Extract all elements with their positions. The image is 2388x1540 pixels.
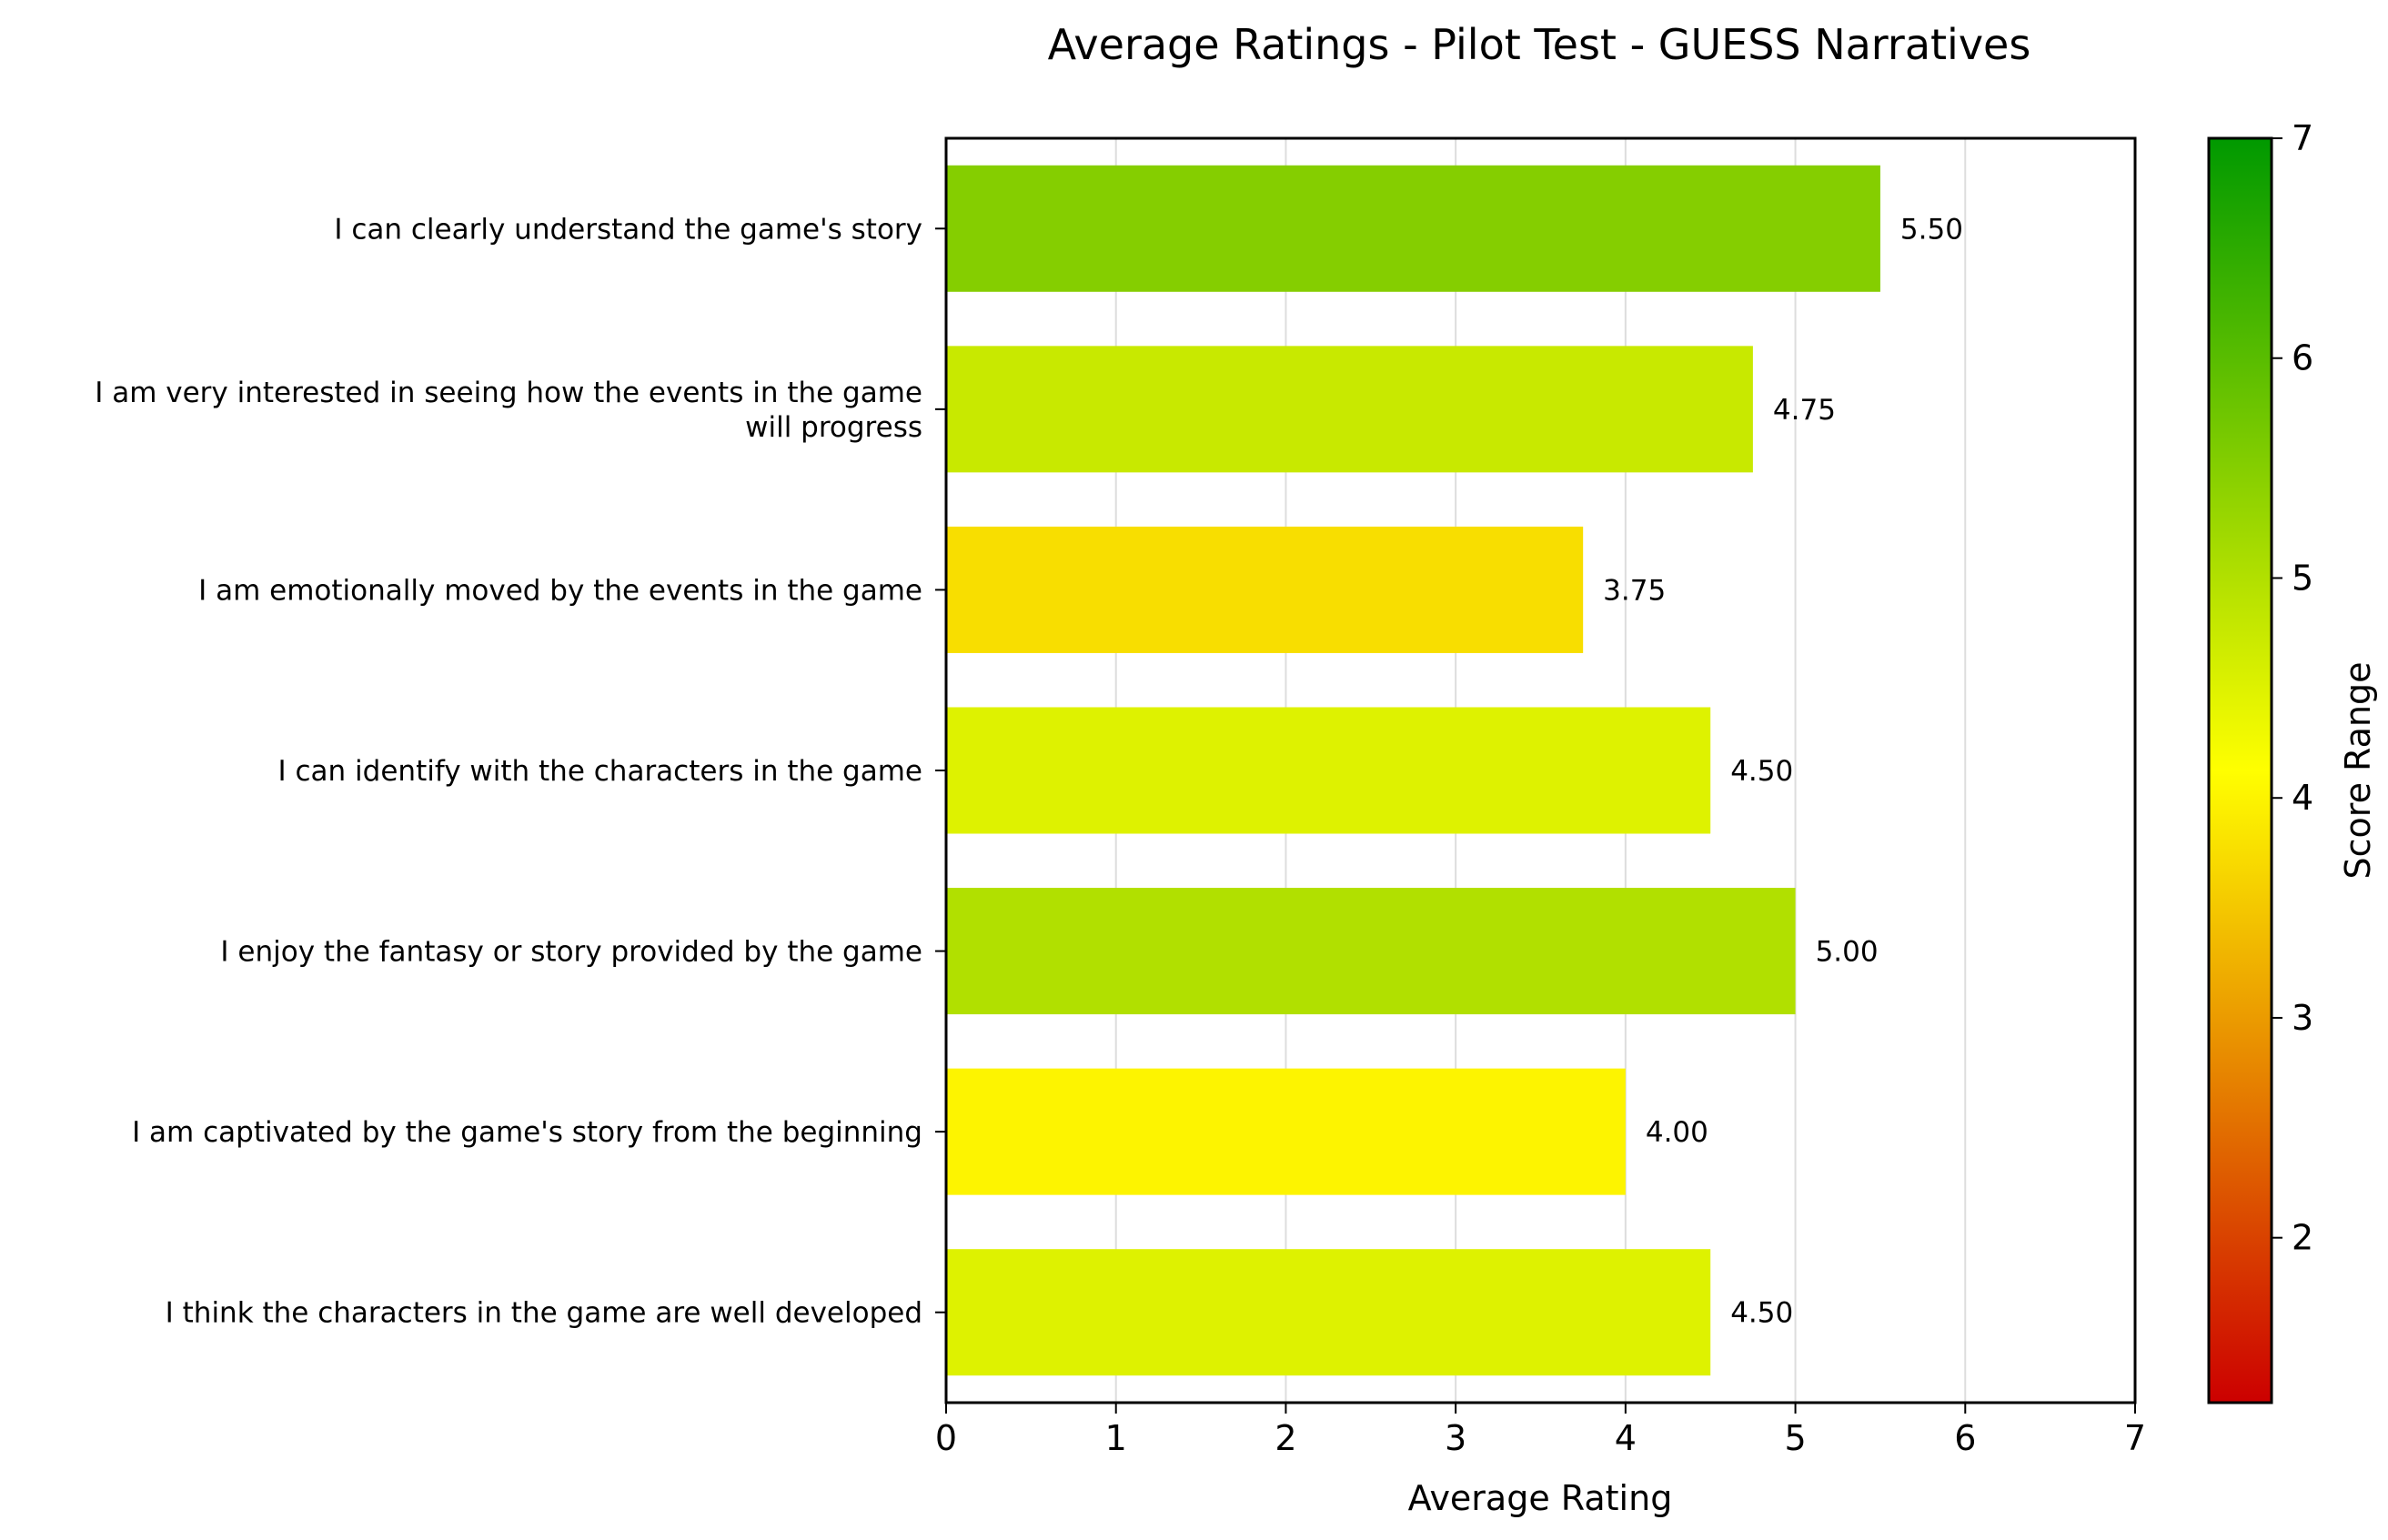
- colorbar-tick-label: 2: [2292, 1218, 2313, 1258]
- bar: [946, 1249, 1711, 1376]
- bar: [946, 707, 1711, 834]
- x-axis: 0 1 2 3 4 5 6 7: [935, 1403, 2146, 1458]
- y-tick-label: I can identify with the characters in th…: [278, 755, 922, 788]
- y-tick-label: I enjoy the fantasy or story provided by…: [220, 936, 922, 969]
- y-axis: I can clearly understand the game's stor…: [95, 213, 946, 1330]
- colorbar-tick-label: 4: [2292, 778, 2313, 818]
- x-tick-label: 3: [1445, 1418, 1466, 1458]
- colorbar-tick-label: 6: [2292, 338, 2313, 378]
- x-axis-label: Average Rating: [1408, 1478, 1673, 1518]
- bar: [946, 888, 1796, 1015]
- y-tick-label: I am emotionally moved by the events in …: [198, 574, 922, 607]
- y-tick-label: will progress: [745, 411, 922, 444]
- bar: [946, 526, 1584, 653]
- bar-value-label: 4.75: [1773, 394, 1836, 427]
- bar-value-label: 5.00: [1816, 936, 1879, 969]
- bar-value-label: 3.75: [1603, 574, 1666, 607]
- bars: 5.50 4.75 3.75 4.50 5.00 4.00 4.50: [946, 165, 1963, 1376]
- colorbar-tick-label: 5: [2292, 558, 2313, 598]
- y-tick-label: I am very interested in seeing how the e…: [95, 377, 922, 409]
- colorbar-ticks: 2 3 4 5 6 7: [2272, 118, 2313, 1258]
- x-tick-label: 5: [1784, 1418, 1806, 1458]
- chart-title: Average Ratings - Pilot Test - GUESS Nar…: [1048, 20, 2031, 69]
- bar: [946, 1068, 1626, 1195]
- x-tick-label: 6: [1954, 1418, 1976, 1458]
- bar-value-label: 4.50: [1730, 1297, 1793, 1330]
- x-tick-label: 0: [935, 1418, 957, 1458]
- x-tick-label: 4: [1615, 1418, 1637, 1458]
- colorbar-tick-label: 3: [2292, 998, 2313, 1038]
- bar: [946, 165, 1880, 292]
- colorbar-tick-label: 7: [2292, 118, 2313, 158]
- y-tick-label: I can clearly understand the game's stor…: [334, 213, 922, 246]
- y-tick-label: I think the characters in the game are w…: [166, 1297, 922, 1330]
- x-tick-label: 2: [1275, 1418, 1296, 1458]
- bar-value-label: 4.50: [1730, 755, 1793, 788]
- bar-value-label: 4.00: [1646, 1116, 1708, 1149]
- bar: [946, 346, 1753, 473]
- y-tick-label: I am captivated by the game's story from…: [132, 1116, 922, 1149]
- bar-value-label: 5.50: [1900, 213, 1963, 246]
- x-tick-label: 7: [2124, 1418, 2146, 1458]
- colorbar-gradient: [2207, 136, 2273, 1404]
- x-tick-label: 1: [1105, 1418, 1127, 1458]
- colorbar-label: Score Range: [2338, 662, 2378, 880]
- colorbar: 2 3 4 5 6 7 Score Range: [2207, 118, 2378, 1404]
